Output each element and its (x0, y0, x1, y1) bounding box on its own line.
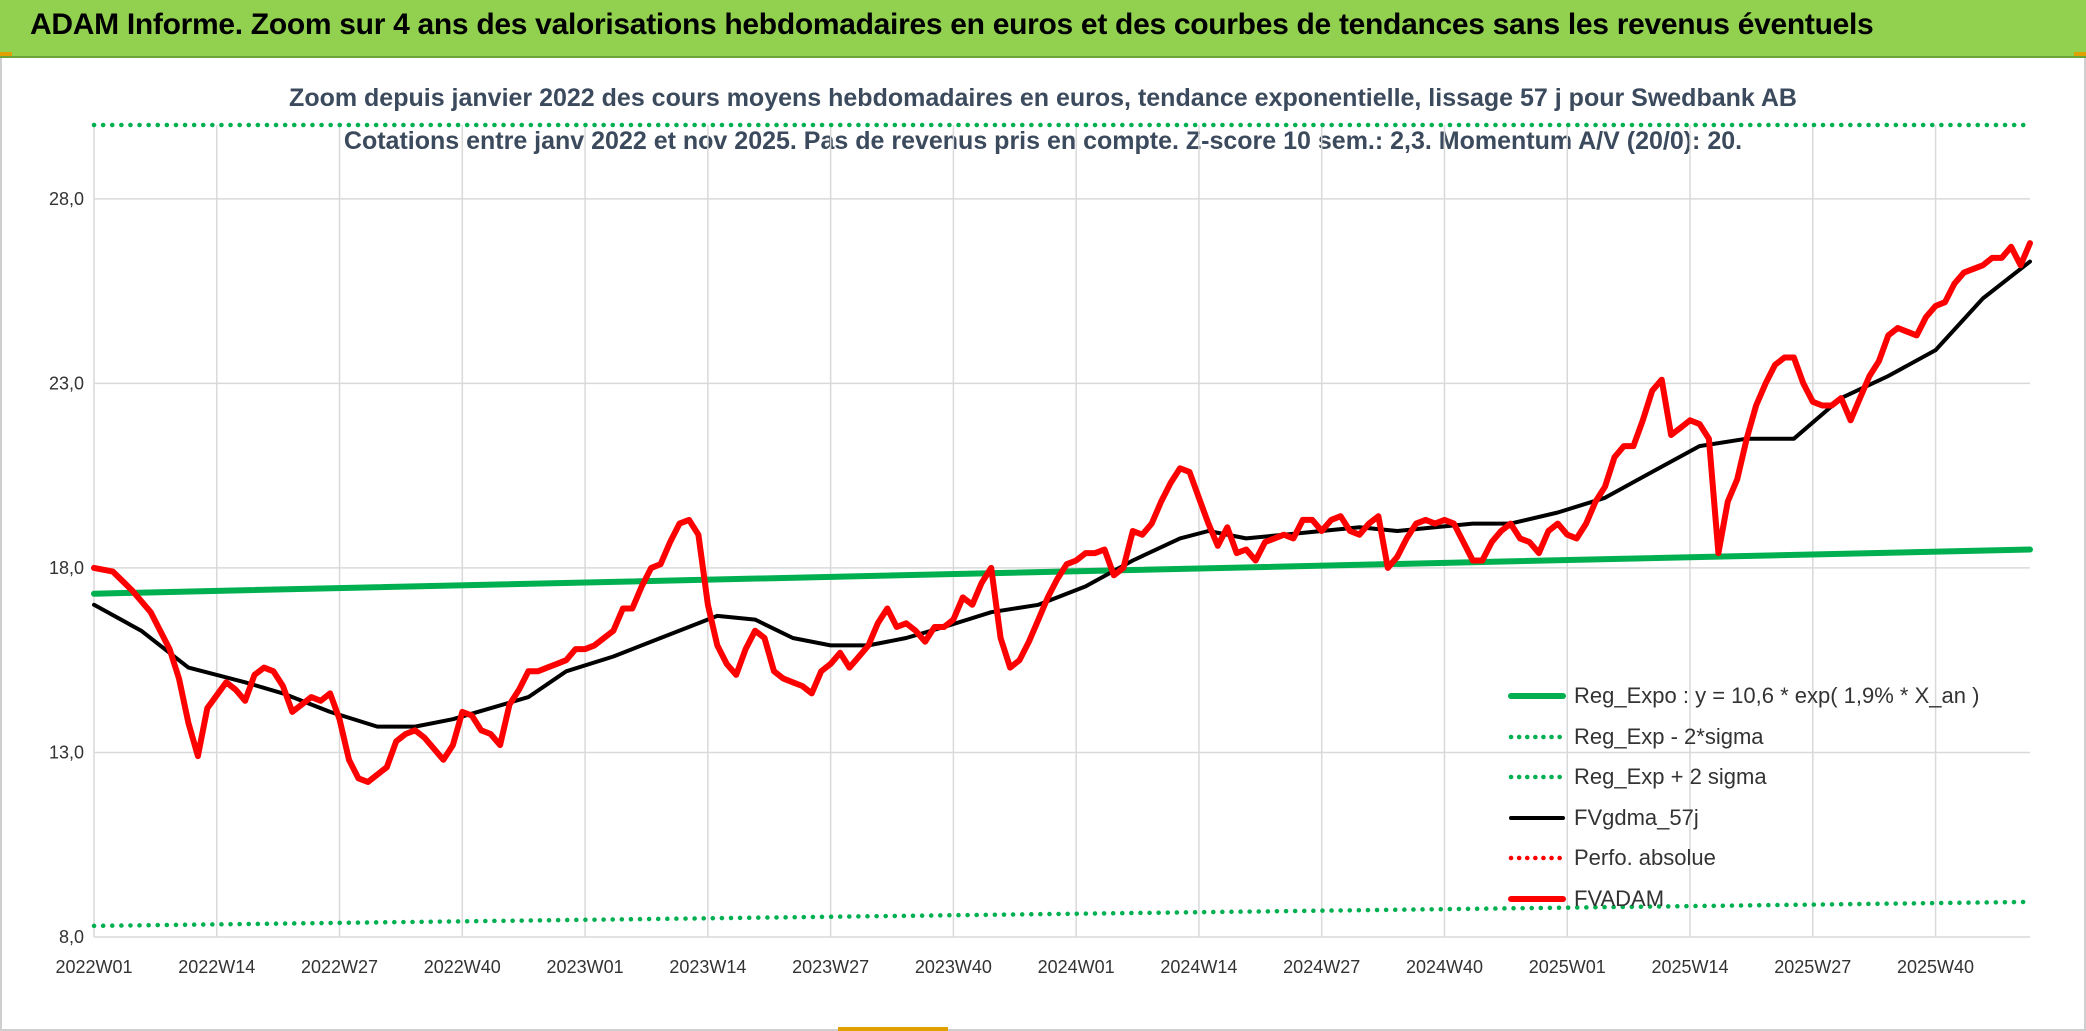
legend-item: FVADAM (1508, 879, 2008, 920)
x-tick-label: 2024W27 (1283, 957, 1360, 977)
corner-mark-right (2074, 52, 2086, 56)
legend-label: Reg_Expo : y = 10,6 * exp( 1,9% * X_an ) (1574, 683, 1980, 709)
x-tick-label: 2022W01 (55, 957, 132, 977)
legend-swatch (1508, 775, 1566, 780)
x-tick-label: 2025W27 (1774, 957, 1851, 977)
legend-item: FVgdma_57j (1508, 798, 2008, 839)
legend-item: Perfo. absolue (1508, 838, 2008, 879)
legend-label: FVgdma_57j (1574, 804, 1699, 830)
corner-mark-left (0, 52, 12, 56)
y-tick-label: 8,0 (59, 927, 84, 947)
legend-swatch (1508, 734, 1566, 739)
legend-item: Reg_Exp - 2*sigma (1508, 717, 2008, 758)
series-line-3 (92, 259, 2032, 729)
x-tick-label: 2022W27 (301, 957, 378, 977)
x-tick-label: 2024W14 (1160, 957, 1237, 977)
x-tick-label: 2025W14 (1651, 957, 1728, 977)
x-tick-label: 2025W01 (1529, 957, 1606, 977)
chart-title: Zoom depuis janvier 2022 des cours moyen… (289, 84, 1797, 112)
chart-subtitle: Cotations entre janv 2022 et nov 2025. P… (343, 127, 1743, 155)
x-tick-label: 2023W01 (547, 957, 624, 977)
x-tick-label: 2022W14 (178, 957, 255, 977)
x-tick-label: 2023W40 (915, 957, 992, 977)
legend-item: Reg_Expo : y = 10,6 * exp( 1,9% * X_an ) (1508, 676, 2008, 717)
legend-label: FVADAM (1574, 885, 1665, 911)
x-tick-label: 2022W40 (424, 957, 501, 977)
legend-label: Reg_Exp - 2*sigma (1574, 723, 1764, 749)
x-tick-label: 2025W40 (1897, 957, 1974, 977)
x-tick-label: 2024W40 (1406, 957, 1483, 977)
series-line-5 (91, 240, 2033, 785)
legend-swatch (1509, 815, 1565, 820)
legend-label: Reg_Exp + 2 sigma (1574, 764, 1767, 790)
header-bar: ADAM Informe. Zoom sur 4 ans des valoris… (0, 0, 2086, 58)
legend-swatch (1508, 895, 1566, 902)
header-title: ADAM Informe. Zoom sur 4 ans des valoris… (30, 8, 1874, 41)
x-tick-label: 2023W14 (669, 957, 746, 977)
y-tick-label: 18,0 (49, 558, 84, 578)
legend-swatch (1508, 856, 1566, 861)
legend-item: Reg_Exp + 2 sigma (1508, 757, 2008, 798)
legend-swatch (1508, 693, 1566, 700)
corner-mark-bottom (838, 1027, 948, 1031)
x-tick-label: 2023W27 (792, 957, 869, 977)
y-tick-label: 28,0 (49, 189, 84, 209)
y-tick-label: 13,0 (49, 742, 84, 762)
chart-legend: Reg_Expo : y = 10,6 * exp( 1,9% * X_an )… (1508, 676, 2008, 919)
y-tick-label: 23,0 (49, 373, 84, 393)
x-tick-label: 2024W01 (1038, 957, 1115, 977)
legend-label: Perfo. absolue (1574, 845, 1716, 871)
